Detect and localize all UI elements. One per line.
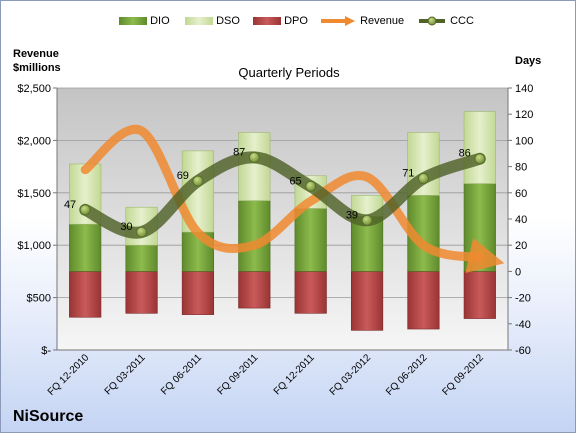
right-tick-label: 40 (515, 214, 527, 226)
right-tick-label: 100 (515, 135, 533, 147)
right-tick-label: 20 (515, 240, 527, 252)
left-tick-label: $500 (27, 293, 51, 305)
legend-label-dpo: DPO (284, 15, 308, 28)
ccc-point (417, 172, 429, 184)
legend-swatch-dpo (253, 17, 281, 26)
company-name: NiSource (13, 408, 84, 425)
category-label: FQ 03-2012 (328, 352, 374, 398)
ccc-point (192, 175, 204, 187)
category-label: FQ 03-2011 (103, 352, 148, 397)
revenue-line (80, 124, 505, 274)
ccc-data-label: 69 (177, 170, 189, 182)
category-label: FQ 12-2011 (272, 352, 317, 397)
bar-dpo (350, 271, 384, 331)
bar-dso (463, 111, 496, 184)
ccc-data-label: 39 (346, 209, 358, 221)
legend-label-dio: DIO (150, 15, 170, 28)
legend-label-ccc: CCC (450, 15, 474, 28)
bar-dpo (294, 271, 327, 314)
chart-title: Quarterly Periods (238, 65, 340, 80)
right-tick-label: 60 (515, 188, 527, 200)
ccc-point (136, 226, 148, 238)
bar-dpo (125, 271, 158, 314)
bar-dpo (463, 271, 496, 319)
left-tick-label: $1,000 (17, 240, 51, 252)
left-tick-label: $2,000 (17, 135, 51, 147)
bar-dso (238, 132, 271, 201)
legend-swatch-revenue-arrow-icon (319, 15, 357, 27)
left-tick-label: $1,500 (17, 188, 51, 200)
ccc-point (474, 153, 486, 165)
left-axis-title-line1: Revenue (13, 48, 59, 60)
category-label: FQ 06-2012 (384, 352, 430, 398)
legend-label-dso: DSO (216, 15, 240, 28)
category-label: FQ 12-2010 (46, 352, 92, 398)
left-axis-title: Revenue $millions (13, 47, 61, 75)
legend-item-ccc: CCC (417, 15, 474, 27)
left-tick-label: $2,500 (17, 83, 51, 95)
bar-dpo (238, 271, 271, 309)
ccc-data-label: 86 (459, 148, 471, 160)
bar-dio (69, 223, 102, 272)
left-tick-label: $- (41, 345, 51, 357)
ccc-point (361, 214, 373, 226)
category-label: FQ 06-2011 (159, 352, 204, 397)
legend-item-dso: DSO (185, 15, 240, 27)
ccc-data-label: 30 (120, 221, 132, 233)
right-tick-label: 140 (515, 83, 533, 95)
legend-item-dio: DIO (119, 15, 170, 27)
legend-swatch-dso (185, 17, 213, 26)
bar-dpo (407, 271, 440, 330)
ccc-point (305, 180, 317, 192)
legend-label-revenue: Revenue (360, 15, 405, 28)
ccc-point (79, 204, 91, 216)
ccc-data-label: 47 (64, 199, 76, 211)
right-tick-label: 120 (515, 109, 533, 121)
bar-dio (294, 208, 327, 272)
legend-swatch-ccc-icon (417, 15, 447, 27)
bar-dpo (69, 271, 102, 318)
category-label: FQ 09-2012 (440, 352, 486, 398)
right-axis-title: Days (515, 55, 542, 67)
legend-swatch-dio (119, 17, 147, 26)
right-tick-label: 80 (515, 162, 527, 174)
bar-dpo (181, 271, 215, 315)
ccc-data-label: 71 (402, 167, 414, 179)
right-tick-label: -60 (515, 345, 531, 357)
left-axis-title-line2: $millions (13, 62, 61, 74)
plot-background (57, 88, 508, 350)
legend-item-dpo: DPO (253, 15, 308, 27)
right-tick-label: -20 (515, 293, 531, 305)
ccc-data-label: 87 (233, 146, 245, 158)
bar-dio (125, 244, 158, 272)
ccc-point (248, 151, 260, 163)
right-tick-label: 0 (515, 266, 521, 278)
category-label: FQ 09-2011 (215, 352, 260, 397)
ccc-data-label: 65 (289, 175, 301, 187)
right-tick-label: -40 (515, 319, 531, 331)
legend-item-revenue: Revenue (319, 15, 404, 27)
